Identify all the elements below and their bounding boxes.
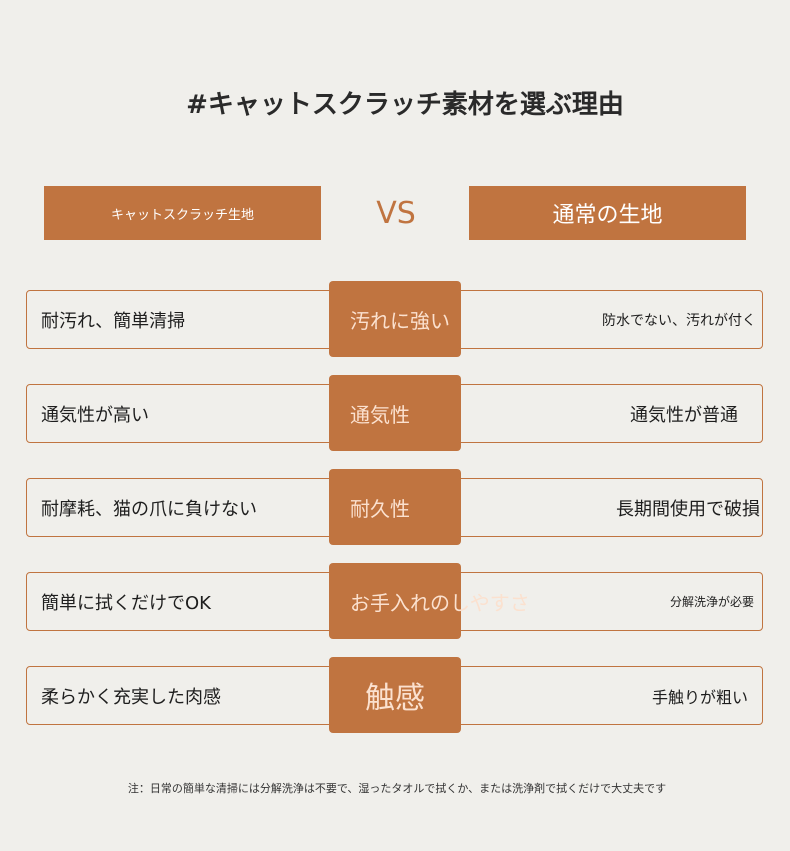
row-label-badge: 耐久性 [329,469,461,545]
header-left-label: キャットスクラッチ生地 [110,207,254,223]
row-left-text: 簡単に拭くだけでOK [41,592,211,614]
row-right-text: 分解洗浄が必要 [669,595,754,609]
badge-text: 触感 [365,681,425,716]
row-left-text: 耐摩耗、猫の爪に負けない [41,498,257,520]
badge-text: 通気性 [350,402,410,427]
row-left-text: 柔らかく充実した肉感 [41,686,221,708]
row-right-text: 長期間使用で破損 [616,498,760,520]
row-right-text: 防水でない、汚れが付く [602,312,756,329]
footnote: 注：日常の簡単な清掃には分解洗浄は不要で、湿ったタオルで拭くか、または洗浄剤で拭… [127,782,667,795]
row-right-text: 手触りが粗い [651,687,748,707]
badge-text: お手入れのしやすさ [350,590,530,615]
header-normal-fabric: 通常の生地 [469,186,746,240]
vs-label: VS [376,196,416,231]
row-right-text: 通気性が普通 [630,404,738,426]
row-label-badge: 汚れに強い [329,281,461,357]
row-left-text: 耐汚れ、簡単清掃 [41,310,186,332]
header-cat-scratch-fabric: キャットスクラッチ生地 [44,186,321,240]
row-label-badge: お手入れのしやすさ [329,563,530,639]
badge-text: 耐久性 [350,496,410,521]
row-label-badge: 触感 [329,657,461,733]
header-right-label: 通常の生地 [552,203,663,228]
row-label-badge: 通気性 [329,375,461,451]
badge-text: 汚れに強い [350,308,450,333]
row-left-text: 通気性が高い [41,404,149,426]
page-title: #キャットスクラッチ素材を選ぶ理由 [186,90,624,120]
